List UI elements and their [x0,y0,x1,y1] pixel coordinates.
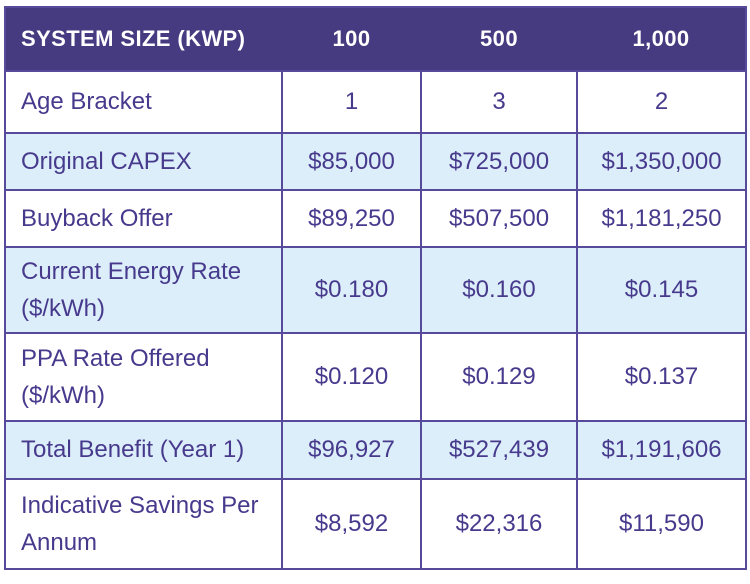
table-row-current-energy-rate: Current Energy Rate ($/kWh) $0.180 $0.16… [4,246,747,334]
row-label: Indicative Savings Per Annum [4,478,283,570]
table-row-original-capex: Original CAPEX $85,000 $725,000 $1,350,0… [4,132,747,191]
cell-value: 1 [281,70,422,134]
cell-value: $0.180 [281,246,422,334]
cell-value: $0.137 [576,332,747,422]
table-row-indicative-savings: Indicative Savings Per Annum $8,592 $22,… [4,478,747,570]
column-header-1000: 1,000 [632,26,690,51]
row-label: PPA Rate Offered ($/kWh) [4,332,283,422]
cell-value: 3 [420,70,578,134]
cell-value: $22,316 [420,478,578,570]
table-row-total-benefit: Total Benefit (Year 1) $96,927 $527,439 … [4,420,747,480]
header-row: SYSTEM SIZE (KWP) 100 500 1,000 [5,7,746,71]
row-label: Original CAPEX [4,132,283,191]
system-size-pricing-table: SYSTEM SIZE (KWP) 100 500 1,000 Age Brac… [4,6,747,570]
table-row-ppa-rate-offered: PPA Rate Offered ($/kWh) $0.120 $0.129 $… [4,332,747,422]
cell-value: $0.145 [576,246,747,334]
cell-value: $1,191,606 [576,420,747,480]
cell-value: $0.160 [420,246,578,334]
row-label: Current Energy Rate ($/kWh) [4,246,283,334]
cell-value: $527,439 [420,420,578,480]
cell-value: $11,590 [576,478,747,570]
cell-value: $507,500 [420,189,578,248]
table-row-buyback-offer: Buyback Offer $89,250 $507,500 $1,181,25… [4,189,747,248]
table-row-age-bracket: Age Bracket 1 3 2 [4,70,747,134]
column-header-100: 100 [332,26,371,51]
row-label: Age Bracket [4,70,283,134]
cell-value: $85,000 [281,132,422,191]
cell-value: 2 [576,70,747,134]
cell-value: $89,250 [281,189,422,248]
cell-value: $725,000 [420,132,578,191]
column-header-500: 500 [480,26,518,51]
cell-value: $1,350,000 [576,132,747,191]
cell-value: $96,927 [281,420,422,480]
cell-value: $0.129 [420,332,578,422]
header-system-size-label: SYSTEM SIZE (KWP) [21,26,246,51]
row-label: Buyback Offer [4,189,283,248]
cell-value: $1,181,250 [576,189,747,248]
pricing-table-container: SYSTEM SIZE (KWP) 100 500 1,000 Age Brac… [4,6,747,570]
cell-value: $8,592 [281,478,422,570]
cell-value: $0.120 [281,332,422,422]
row-label: Total Benefit (Year 1) [4,420,283,480]
